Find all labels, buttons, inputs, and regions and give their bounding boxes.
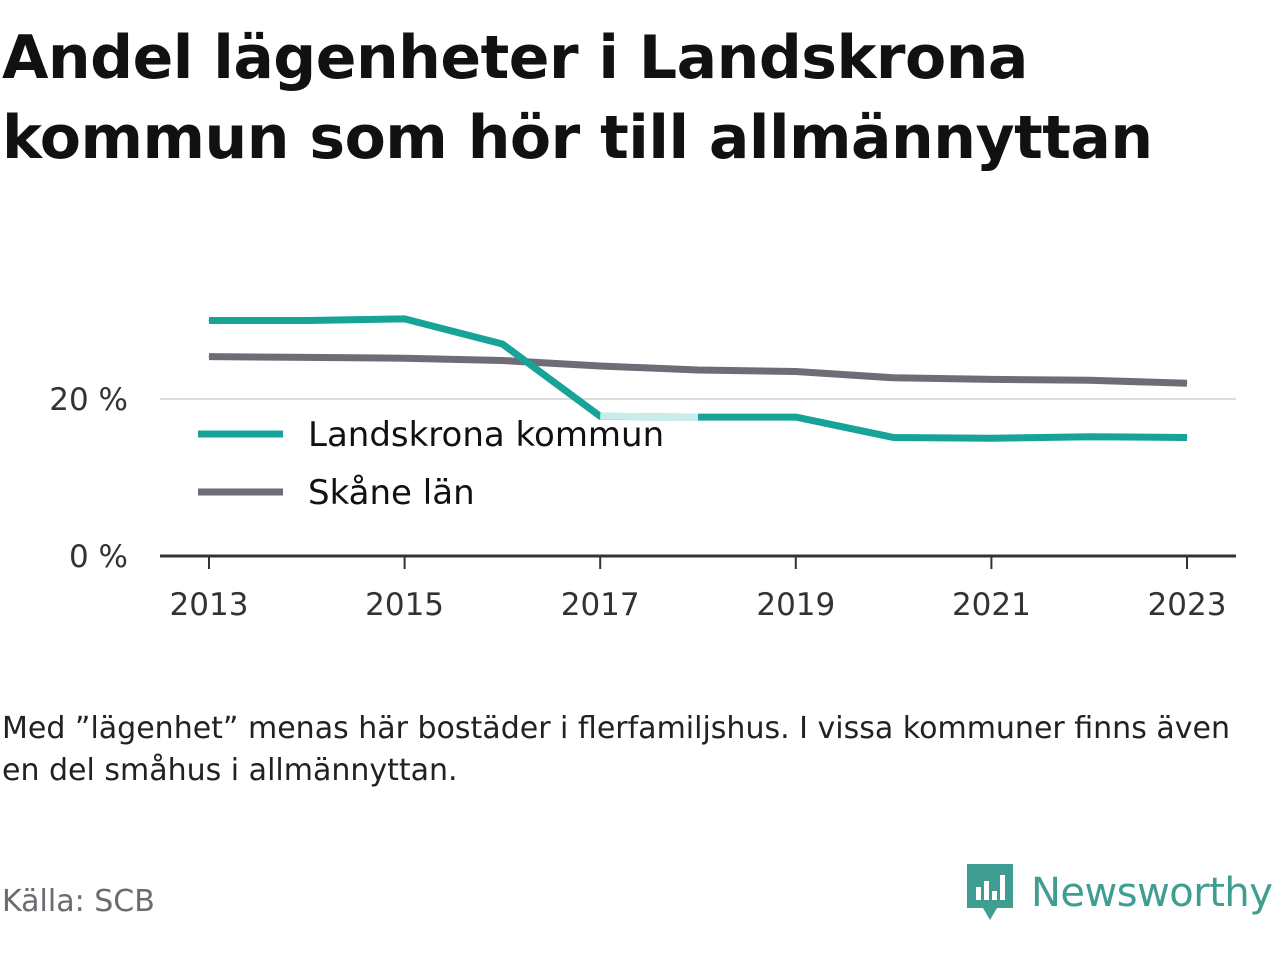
data-point-landskrona-2014 [306,320,308,321]
x-tick-label: 2015 [365,587,444,623]
data-point-skane-2022 [1088,379,1090,381]
y-tick-label: 0 % [69,539,128,575]
series-layer [208,315,1188,442]
source-label: Källa: SCB [2,884,155,919]
legend: Landskrona kommun Skåne län [198,415,664,513]
data-point-landskrona-2013 [208,320,210,321]
x-tick-label: 2013 [170,587,249,623]
x-tick-label: 2021 [952,587,1031,623]
legend-label-skane: Skåne län [308,473,475,513]
chart-title-line-2: kommun som hör till allmännyttan [2,103,1153,173]
data-point-skane-2020 [893,377,895,379]
data-point-skane-2015 [404,357,406,359]
data-point-skane-2017 [599,365,601,367]
legend-label-landskrona: Landskrona kommun [308,415,664,455]
bar-chart-speech-bubble-icon [967,864,1013,920]
data-point-landskrona-2023 [1186,436,1188,438]
data-point-skane-2014 [306,356,308,358]
x-tick-label: 2019 [756,587,835,623]
data-point-skane-2018 [697,369,699,371]
data-point-skane-2023 [1186,382,1188,384]
x-tick-label: 2017 [561,587,640,623]
data-point-landskrona-2022 [1088,436,1090,438]
data-point-skane-2019 [795,371,797,373]
axis-layer: 0 % 20 % 2013 2015 2017 2019 2021 2023 [49,382,1236,623]
data-point-skane-2013 [208,356,210,358]
chart-note: Med ”lägenhet” menas här bostäder i fler… [2,711,1230,788]
data-point-landskrona-2016 [501,343,503,345]
data-point-landskrona-2019 [795,416,797,418]
x-tick-label: 2023 [1148,587,1227,623]
brand-logo: Newsworthy [965,862,1273,924]
brand-name: Newsworthy [1031,870,1273,916]
data-point-skane-2021 [990,378,992,380]
data-point-skane-2016 [501,360,503,362]
data-point-landskrona-2021 [990,437,992,439]
series-faded-segment [600,412,699,421]
data-point-landskrona-2015 [404,318,406,320]
chart-title: Andel lägenheter i Landskrona kommun som… [2,18,1272,178]
y-tick-label: 20 % [49,382,128,418]
data-point-landskrona-2020 [893,436,895,438]
chart-title-line-1: Andel lägenheter i Landskrona [2,23,1028,93]
